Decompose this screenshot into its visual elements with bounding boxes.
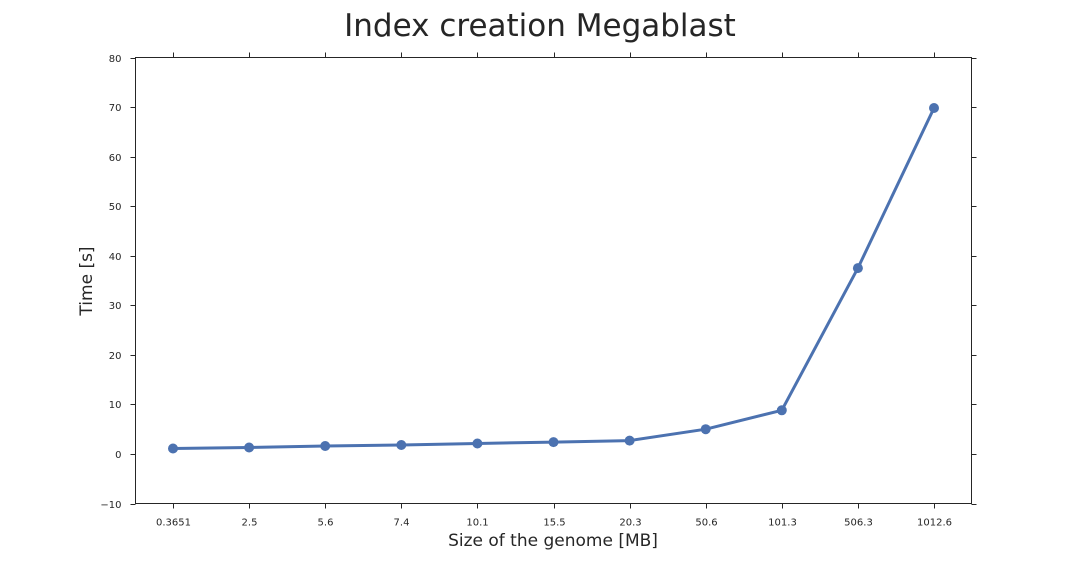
- x-tick-label: 0.3651: [156, 518, 191, 529]
- y-tick-label: 0: [115, 450, 121, 461]
- data-point-10: [929, 103, 939, 113]
- x-axis-label: Size of the genome [MB]: [448, 531, 658, 551]
- x-tick-label: 2.5: [242, 518, 258, 529]
- data-point-7: [700, 424, 711, 435]
- y-tick-label: 60: [109, 153, 122, 164]
- y-tick-label: 10: [109, 400, 122, 411]
- y-tick-label: 30: [109, 301, 122, 312]
- plot-frame: [135, 57, 972, 504]
- x-tick-label: 10.1: [466, 518, 488, 529]
- y-tick-label: 50: [109, 202, 122, 213]
- y-tick-label: 80: [109, 54, 122, 65]
- data-point-9: [852, 263, 863, 274]
- chart-title: Index creation Megablast: [344, 8, 736, 44]
- data-point-2: [320, 441, 331, 451]
- data-point-1: [244, 442, 255, 453]
- x-tick-label: 5.6: [318, 518, 334, 529]
- data-point-4: [472, 438, 483, 449]
- y-axis-label: Time [s]: [77, 246, 97, 316]
- x-tick-label: 1012.6: [917, 518, 952, 529]
- axis-ticks: −10 0 10 20 30 40 50 60 70 80 0.3651 2.5 5.6 7.4 10.1 1…: [100, 52, 977, 529]
- data-point-6: [624, 435, 635, 446]
- x-tick-label: 101.3: [768, 518, 797, 529]
- x-tick-label: 7.4: [394, 518, 410, 529]
- data-point-0: [168, 443, 178, 454]
- series-line-0: [172, 107, 936, 450]
- x-tick-label: 506.3: [844, 518, 873, 529]
- x-tick-label: 15.5: [543, 518, 565, 529]
- y-tick-label: 20: [109, 351, 122, 362]
- data-point-5: [548, 437, 559, 448]
- y-tick-label: 70: [109, 103, 122, 114]
- data-point-8: [776, 405, 787, 416]
- plot-area: [168, 103, 939, 454]
- data-point-3: [396, 440, 407, 450]
- y-tick-label: −10: [100, 500, 121, 511]
- y-tick-label: 40: [109, 252, 122, 263]
- x-tick-label: 50.6: [695, 518, 717, 529]
- x-tick-label: 20.3: [619, 518, 641, 529]
